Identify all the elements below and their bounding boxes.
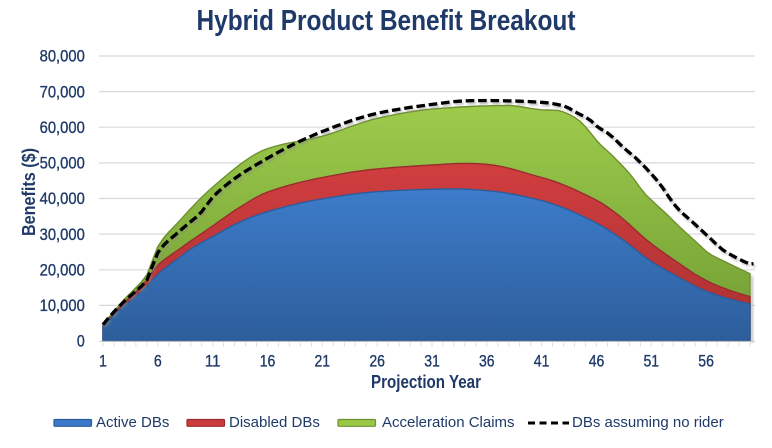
svg-text:51: 51 bbox=[644, 352, 660, 371]
svg-text:1: 1 bbox=[99, 352, 107, 371]
svg-text:0: 0 bbox=[77, 332, 85, 351]
svg-text:30,000: 30,000 bbox=[40, 225, 85, 244]
svg-text:56: 56 bbox=[698, 352, 714, 371]
svg-text:26: 26 bbox=[369, 352, 385, 371]
svg-text:Benefits ($): Benefits ($) bbox=[19, 148, 39, 236]
svg-text:60,000: 60,000 bbox=[40, 118, 85, 137]
svg-text:Hybrid Product Benefit Breakou: Hybrid Product Benefit Breakout bbox=[197, 5, 576, 37]
svg-text:41: 41 bbox=[534, 352, 550, 371]
svg-text:6: 6 bbox=[154, 352, 162, 371]
svg-text:36: 36 bbox=[479, 352, 495, 371]
svg-text:Acceleration Claims: Acceleration Claims bbox=[382, 414, 515, 431]
svg-text:16: 16 bbox=[260, 352, 276, 371]
svg-text:20,000: 20,000 bbox=[40, 260, 85, 279]
svg-text:Disabled DBs: Disabled DBs bbox=[229, 414, 320, 431]
svg-text:80,000: 80,000 bbox=[40, 47, 85, 66]
svg-text:46: 46 bbox=[589, 352, 605, 371]
svg-text:DBs assuming no rider: DBs assuming no rider bbox=[572, 414, 724, 431]
svg-text:70,000: 70,000 bbox=[40, 82, 85, 101]
svg-text:50,000: 50,000 bbox=[40, 154, 85, 173]
svg-text:21: 21 bbox=[315, 352, 331, 371]
svg-text:Projection Year: Projection Year bbox=[371, 372, 481, 392]
svg-text:10,000: 10,000 bbox=[40, 296, 85, 315]
svg-text:11: 11 bbox=[205, 352, 221, 371]
svg-text:31: 31 bbox=[424, 352, 440, 371]
svg-text:Active DBs: Active DBs bbox=[96, 414, 169, 431]
svg-text:40,000: 40,000 bbox=[40, 189, 85, 208]
